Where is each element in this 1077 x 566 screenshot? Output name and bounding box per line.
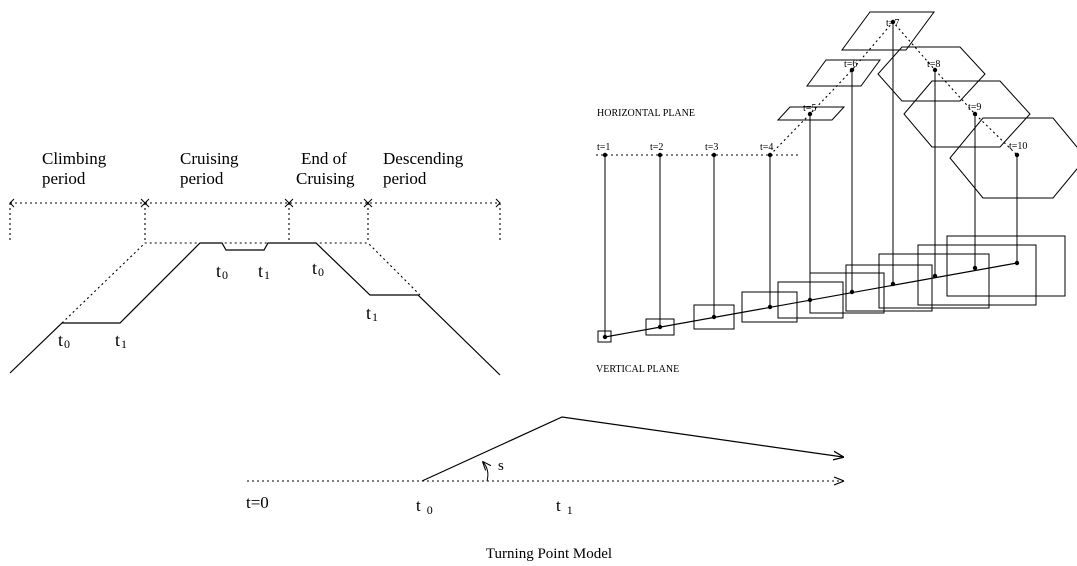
flight-profile: Climbing period Cruising period End of C…: [9, 149, 501, 376]
time-label-t3: t=3: [705, 142, 718, 153]
phase-label-cruising: Cruising period: [180, 149, 239, 188]
horizontal-region-t9: [903, 80, 1031, 148]
plane-projection: HORIZONTAL PLANE VERTICAL PLANE: [596, 11, 1077, 375]
time-label-t4: t=4: [760, 142, 773, 153]
deviated-path: [421, 416, 843, 482]
horizontal-points: [602, 19, 1020, 158]
label-t-zero: t=0: [246, 493, 269, 512]
horizontal-uncertainty-regions: [776, 11, 1077, 199]
phase-label-line: Climbing: [42, 149, 107, 168]
time-label-t2: t=2: [650, 142, 663, 153]
horizontal-region-t7: [841, 11, 935, 51]
time-label-t8: t=8: [927, 59, 940, 70]
horizontal-region-t8: [877, 46, 986, 102]
horizontal-plane-label: HORIZONTAL PLANE: [597, 108, 695, 119]
phase-label-line: Descending: [383, 149, 464, 168]
plane-connectors: [604, 22, 1018, 337]
phase-label-end-of-cruising: End of Cruising: [296, 149, 355, 188]
horizontal-region-t10: [949, 117, 1077, 199]
phase-label-descending: Descending period: [383, 149, 464, 188]
horizontal-region-t5: [776, 106, 846, 121]
plane-time-labels: t=1 t=2 t=3 t=4 t=5 t=6 t=7 t=8 t=9 t=10: [597, 18, 1027, 153]
phase-label-line: Cruising: [296, 169, 355, 188]
angle-label: s: [498, 458, 504, 474]
phase-label-line: Cruising: [180, 149, 239, 168]
time-label-t7: t=7: [886, 18, 899, 29]
time-label-t10: t=10: [1009, 141, 1027, 152]
vertical-uncertainty-boxes: [597, 235, 1066, 343]
label-desc-t1: t1: [366, 303, 378, 324]
phase-extent-bars: [9, 198, 501, 243]
label-cruise-t1: t1: [258, 261, 270, 282]
phase-label-line: period: [42, 169, 86, 188]
phase-label-line: period: [180, 169, 224, 188]
time-label-t1: t=1: [597, 142, 610, 153]
label-climb-t1: t1: [115, 330, 127, 351]
vertical-plane-label: VERTICAL PLANE: [596, 364, 679, 375]
angle-arc: [483, 462, 488, 482]
nominal-trajectory: [61, 242, 421, 324]
phase-label-line: End of: [301, 149, 347, 168]
horizontal-track: [596, 21, 1018, 156]
horizontal-region-t6: [806, 59, 881, 87]
caption: Turning Point Model: [486, 546, 612, 562]
label-cruise-t0: t0: [216, 261, 228, 282]
time-label-t5: t=5: [803, 103, 816, 114]
time-label-t9: t=9: [968, 102, 981, 113]
label-end-t0: t0: [312, 258, 324, 279]
phase-label-line: period: [383, 169, 427, 188]
actual-trajectory: [9, 242, 501, 376]
time-label-t6: t=6: [844, 59, 857, 70]
label-climb-t0: t0: [58, 330, 70, 351]
phase-label-climbing: Climbing period: [42, 149, 107, 188]
vertical-points: [602, 260, 1020, 340]
profile-time-labels: t0 t1 t0 t1 t0 t1: [58, 258, 378, 351]
